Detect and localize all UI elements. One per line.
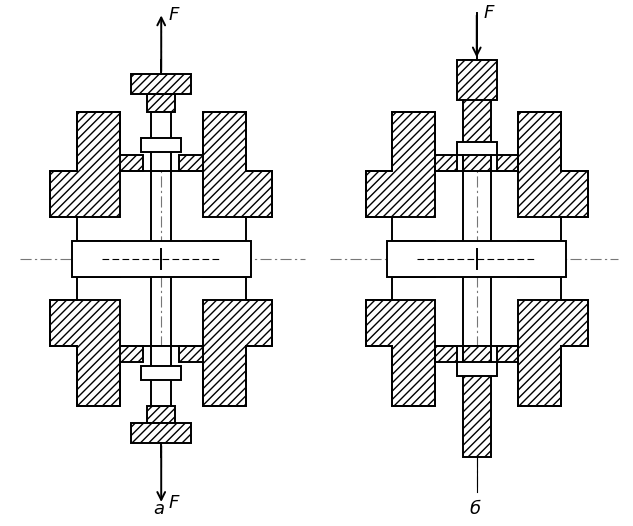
Polygon shape <box>366 300 457 406</box>
Bar <box>147 94 175 112</box>
Bar <box>457 141 497 156</box>
Text: а: а <box>154 500 165 518</box>
Bar <box>132 423 191 443</box>
Bar <box>151 112 171 171</box>
Polygon shape <box>366 112 457 217</box>
Bar <box>457 362 497 376</box>
Text: F: F <box>484 4 494 22</box>
Bar <box>141 138 181 151</box>
Text: б: б <box>469 500 480 518</box>
Bar <box>457 60 497 100</box>
Text: F: F <box>168 6 179 24</box>
Bar <box>147 406 175 423</box>
Polygon shape <box>497 112 588 217</box>
Bar <box>141 366 181 380</box>
Bar <box>132 74 191 94</box>
Bar <box>463 60 491 171</box>
Bar <box>151 346 171 406</box>
Polygon shape <box>179 112 272 217</box>
Polygon shape <box>497 300 588 406</box>
Bar <box>387 241 566 277</box>
Polygon shape <box>50 112 143 217</box>
Polygon shape <box>179 300 272 406</box>
Text: F: F <box>168 494 179 512</box>
Bar <box>72 241 251 277</box>
Polygon shape <box>50 300 143 406</box>
Bar <box>463 346 491 457</box>
